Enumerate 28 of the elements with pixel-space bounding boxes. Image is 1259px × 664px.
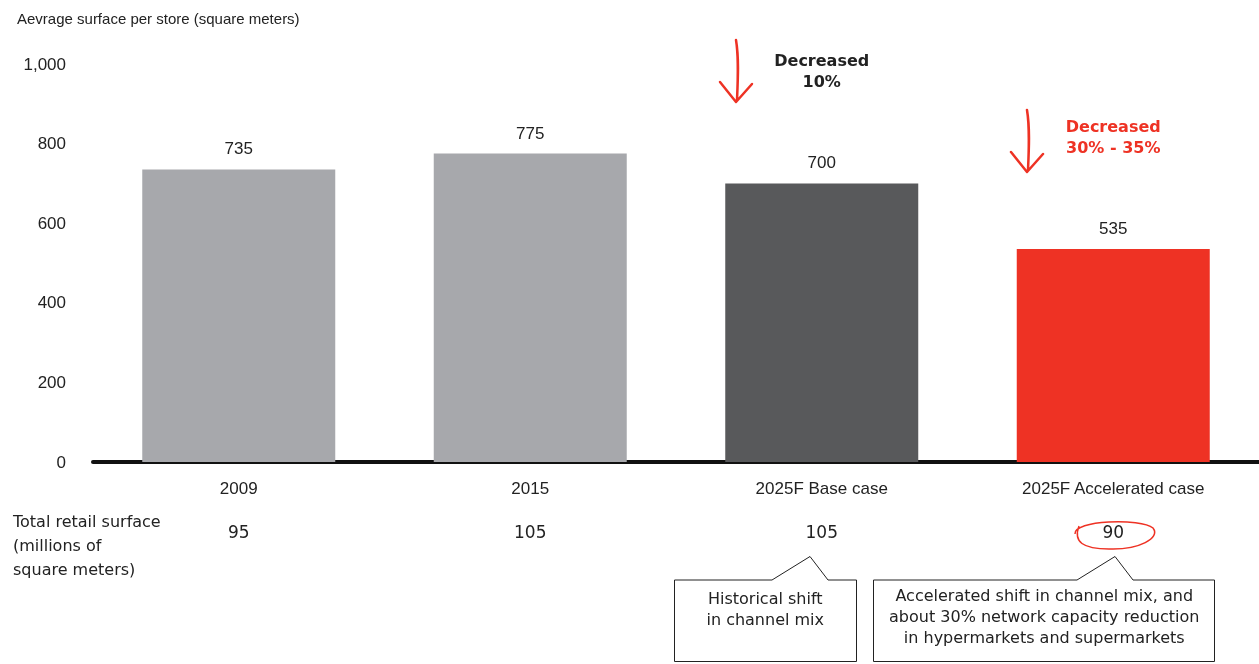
text: 95 [226,522,251,543]
x-tick-label: 2015 [511,479,550,498]
data-label: 535 [1099,219,1128,239]
text: 105 [804,522,839,543]
text: 90 [1101,522,1126,543]
text: 105 [513,522,548,543]
y-tick-label: 1,000 [23,54,66,74]
x-tick-label: 2025F Base case [755,479,888,498]
y-tick-label: 600 [37,213,66,233]
bar [142,169,336,462]
annotation: Decreased 30% - 35% [1064,116,1162,158]
data-label: 775 [516,123,545,143]
data-label: 735 [224,139,253,159]
text: Historical shift in channel mix [705,588,826,630]
annotation: Decreased 10% [773,50,871,92]
data-label: 700 [807,153,836,173]
bar [433,153,627,462]
x-tick-label: 2025F Accelerated case [1022,479,1205,498]
bar [725,183,919,462]
x-tick-label: 2009 [219,479,258,498]
y-tick-label: 200 [37,372,66,392]
y-tick-label: 800 [37,134,66,154]
y-axis-title: Aevrage surface per store (square meters) [17,10,300,27]
y-tick-label: 400 [37,293,66,313]
bar [1016,249,1210,462]
text: Accelerated shift in channel mix, and about 30% network capacity reduction in hypermarkets and supermarkets [888,585,1201,648]
text: Total retail surface (millions of square meters) [13,511,161,581]
y-tick-label: 0 [56,452,66,472]
